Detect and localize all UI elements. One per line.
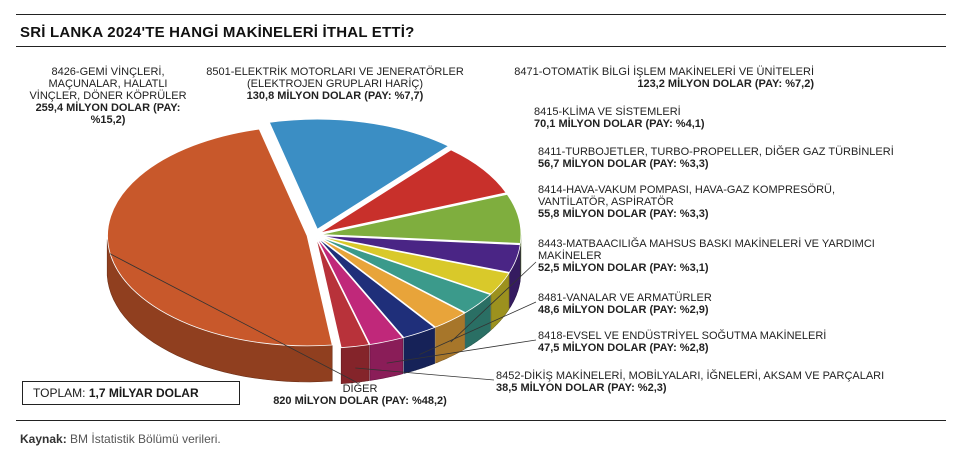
label-8411-name: 8411-TURBOJETLER, TURBO-PROPELLER, DİĞER… bbox=[538, 146, 894, 158]
label-8452: 8452-DİKİŞ MAKİNELERİ, MOBİLYALARI, İĞNE… bbox=[496, 370, 884, 394]
label-8471-name: 8471-OTOMATİK BİLGİ İŞLEM MAKİNELERİ VE … bbox=[514, 66, 814, 78]
leader-line-8 bbox=[419, 301, 537, 355]
label-8414: 8414-HAVA-VAKUM POMPASI, HAVA-GAZ KOMPRE… bbox=[538, 184, 898, 220]
slice-3 bbox=[320, 193, 522, 244]
label-8443-name: 8443-MATBAACILIĞA MAHSUS BASKI MAKİNELER… bbox=[538, 238, 875, 262]
label-8426: 8426-GEMİ VİNÇLERİ, MAÇUNALAR, HALATLI V… bbox=[28, 66, 188, 126]
label-8414-name: 8414-HAVA-VAKUM POMPASI, HAVA-GAZ KOMPRE… bbox=[538, 184, 836, 208]
label-8452-value: 38,5 MİLYON DOLAR (PAY: %2,3) bbox=[496, 382, 667, 394]
label-8426-name: 8426-GEMİ VİNÇLERİ, MAÇUNALAR, HALATLI V… bbox=[29, 66, 187, 102]
label-8418: 8418-EVSEL VE ENDÜSTRİYEL SOĞUTMA MAKİNE… bbox=[538, 330, 826, 354]
label-8471: 8471-OTOMATİK BİLGİ İŞLEM MAKİNELERİ VE … bbox=[484, 66, 814, 90]
source-text: BM İstatistik Bölümü verileri. bbox=[70, 432, 221, 446]
label-diger-value: 820 MİLYON DOLAR (PAY: %48,2) bbox=[273, 395, 447, 407]
label-8501: 8501-ELEKTRİK MOTORLARI VE JENERATÖRLER … bbox=[200, 66, 470, 102]
label-8452-name: 8452-DİKİŞ MAKİNELERİ, MOBİLYALARI, İĞNE… bbox=[496, 370, 885, 382]
title-underline bbox=[16, 46, 946, 47]
label-8414-value: 55,8 MİLYON DOLAR (PAY: %3,3) bbox=[538, 208, 709, 220]
label-8418-name: 8418-EVSEL VE ENDÜSTRİYEL SOĞUTMA MAKİNE… bbox=[538, 330, 827, 342]
slice-0 bbox=[107, 128, 333, 347]
slice-side-9 bbox=[369, 337, 404, 381]
slice-side-10 bbox=[340, 344, 370, 385]
label-8481: 8481-VANALAR VE ARMATÜRLER 48,6 MİLYON D… bbox=[538, 292, 712, 316]
slice-7 bbox=[318, 237, 466, 328]
total-value: 1,7 MİLYAR DOLAR bbox=[88, 386, 199, 400]
source-note: Kaynak: BM İstatistik Bölümü verileri. bbox=[20, 432, 221, 446]
slice-10 bbox=[315, 238, 370, 349]
label-8443-value: 52,5 MİLYON DOLAR (PAY: %3,1) bbox=[538, 262, 709, 274]
label-8481-name: 8481-VANALAR VE ARMATÜRLER bbox=[538, 292, 712, 304]
label-8443: 8443-MATBAACILIĞA MAHSUS BASKI MAKİNELER… bbox=[538, 238, 908, 274]
slice-2 bbox=[319, 149, 507, 234]
top-rule bbox=[16, 14, 946, 15]
chart-title: SRİ LANKA 2024'TE HANGİ MAKİNELERİ İTHAL… bbox=[20, 24, 415, 41]
label-8426-value: 259,4 MİLYON DOLAR (PAY: %15,2) bbox=[35, 102, 181, 126]
slice-4 bbox=[320, 235, 521, 273]
label-8415-value: 70,1 MİLYON DOLAR (PAY: %4,1) bbox=[534, 118, 705, 130]
leader-line-0 bbox=[109, 253, 357, 383]
total-label: TOPLAM: bbox=[33, 386, 86, 400]
label-8501-value: 130,8 MİLYON DOLAR (PAY: %7,7) bbox=[246, 90, 424, 102]
label-8415-name: 8415-KLİMA VE SİSTEMLERİ bbox=[534, 106, 681, 118]
leader-line-9 bbox=[386, 339, 537, 364]
label-8415: 8415-KLİMA VE SİSTEMLERİ 70,1 MİLYON DOL… bbox=[534, 106, 705, 130]
source-label: Kaynak: bbox=[20, 432, 67, 446]
leader-line-10 bbox=[355, 367, 495, 381]
bottom-rule bbox=[16, 420, 946, 421]
label-diger: DİĞER 820 MİLYON DOLAR (PAY: %48,2) bbox=[250, 383, 470, 407]
label-8481-value: 48,6 MİLYON DOLAR (PAY: %2,9) bbox=[538, 304, 709, 316]
slice-9 bbox=[316, 238, 404, 345]
total-box: TOPLAM: 1,7 MİLYAR DOLAR bbox=[22, 381, 240, 405]
label-8418-value: 47,5 MİLYON DOLAR (PAY: %2,8) bbox=[538, 342, 709, 354]
label-8411: 8411-TURBOJETLER, TURBO-PROPELLER, DİĞER… bbox=[538, 146, 894, 170]
slice-1 bbox=[268, 118, 450, 230]
slice-8 bbox=[317, 237, 436, 338]
slice-6 bbox=[319, 236, 492, 314]
label-diger-name: DİĞER bbox=[342, 383, 378, 395]
slice-5 bbox=[320, 236, 510, 295]
label-8471-value: 123,2 MİLYON DOLAR (PAY: %7,2) bbox=[637, 78, 814, 90]
label-8411-value: 56,7 MİLYON DOLAR (PAY: %3,3) bbox=[538, 158, 709, 170]
leader-line-7 bbox=[450, 261, 537, 343]
label-8501-name: 8501-ELEKTRİK MOTORLARI VE JENERATÖRLER … bbox=[206, 66, 464, 90]
